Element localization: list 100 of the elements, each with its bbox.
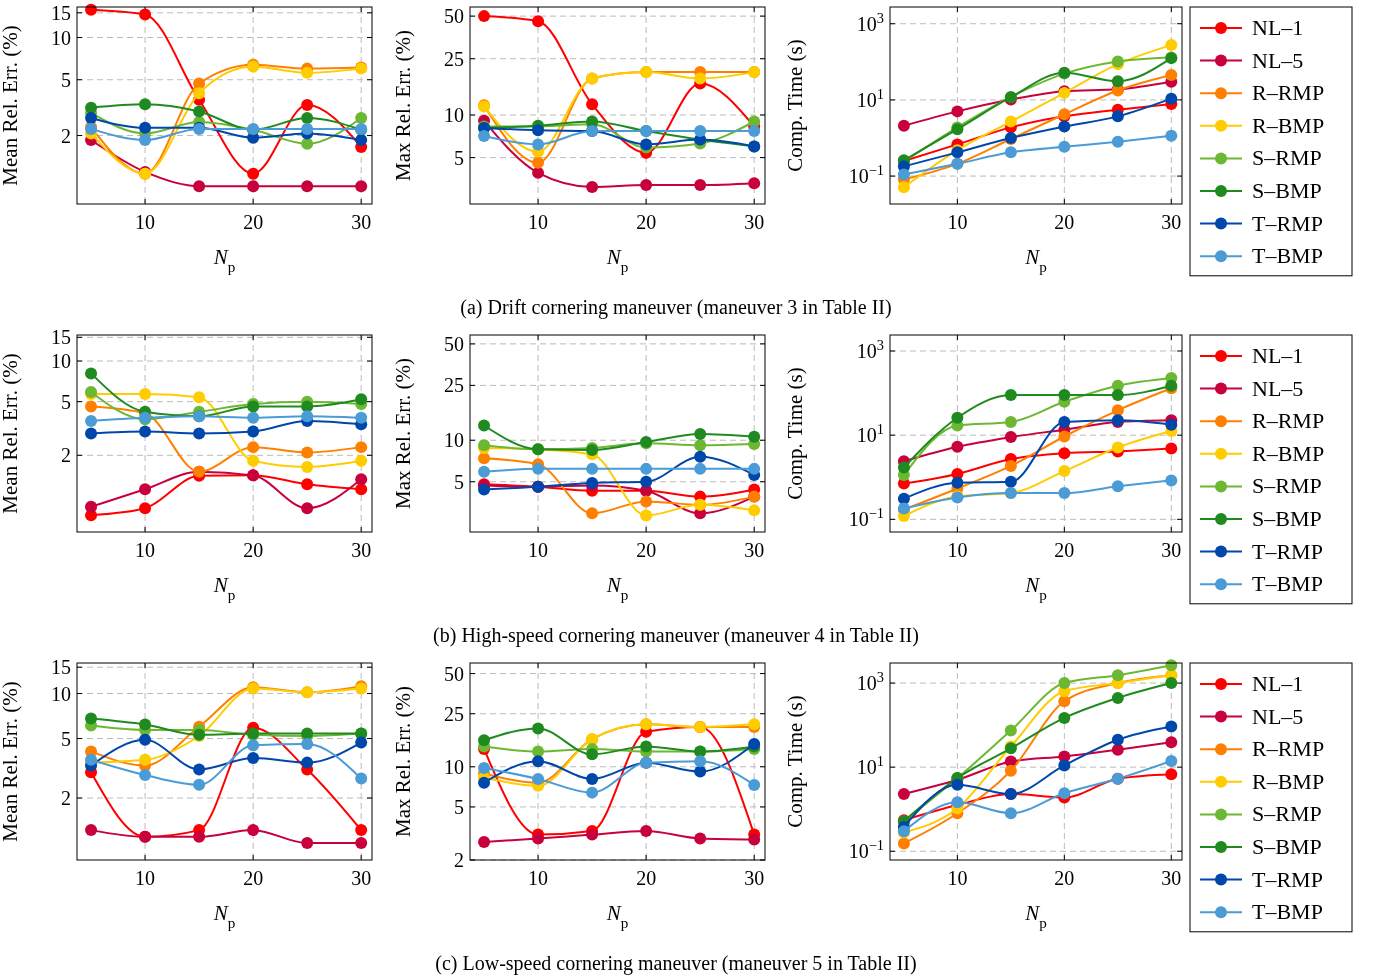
y-tick-label: 5 (61, 390, 71, 413)
x-axis-title: N$_{p}$ (1024, 901, 1047, 931)
y-tick-label: 5 (454, 470, 464, 493)
x-tick-label: 30 (351, 539, 372, 561)
x-tick-label: 10 (947, 867, 968, 889)
x-tick-label: 30 (1161, 539, 1182, 561)
y-axis-title: Mean Rel. Err. (%) (0, 353, 23, 514)
legend-label: R–RMP (1252, 408, 1325, 434)
legend-label: R–BMP (1252, 768, 1325, 794)
y-axis-title: Max Rel. Err. (%) (391, 29, 416, 182)
legend-label: S–BMP (1252, 834, 1322, 859)
y-tick-label: 5 (61, 68, 71, 91)
x-tick-label: 20 (1054, 539, 1075, 561)
legend-label: R–RMP (1252, 80, 1325, 106)
x-tick-label: 10 (528, 539, 549, 561)
y-tick-label: 10$^{−1}$ (848, 505, 884, 531)
x-tick-label: 20 (243, 867, 264, 889)
x-tick-label: 30 (1161, 211, 1182, 233)
y-tick-label: 50 (444, 662, 464, 685)
y-axis-title: Comp. Time (s) (782, 695, 807, 828)
y-tick-label: 25 (444, 47, 464, 70)
y-tick-label: 25 (444, 702, 464, 725)
legend-label: NL–1 (1252, 15, 1304, 40)
legend-label: NL–5 (1252, 375, 1304, 401)
x-tick-label: 30 (744, 867, 765, 889)
y-tick-label: 2 (61, 124, 71, 147)
x-tick-label: 20 (636, 867, 657, 889)
y-tick-label: 50 (444, 332, 464, 355)
legend-label: R–RMP (1252, 736, 1325, 762)
text: (c) Low-speed cornering maneuver (maneuver 5 in Table II) (435, 952, 917, 975)
x-axis-title: N$_{p}$ (605, 245, 629, 275)
y-axis-title: Comp. Time (s) (782, 39, 807, 172)
x-tick-label: 10 (947, 539, 968, 561)
y-tick-label: 2 (61, 444, 71, 467)
legend-label: NL–5 (1252, 47, 1304, 73)
y-tick-label: 2 (61, 787, 71, 810)
y-tick-label: 10 (51, 682, 71, 705)
y-tick-label: 10 (444, 429, 464, 452)
legend-label: S–RMP (1252, 145, 1322, 171)
y-tick-label: 10 (444, 755, 464, 778)
x-tick-label: 20 (243, 211, 264, 233)
x-tick-label: 10 (947, 211, 968, 233)
legend-label: S–RMP (1252, 473, 1322, 499)
y-tick-label: 10$^{1}$ (856, 421, 884, 447)
x-tick-label: 30 (351, 867, 372, 889)
x-tick-label: 20 (636, 211, 657, 233)
legend-label: S–RMP (1252, 801, 1322, 827)
y-tick-label: 5 (454, 146, 464, 169)
x-tick-label: 20 (636, 539, 657, 561)
y-tick-label: 10 (51, 26, 71, 49)
y-tick-label: 10$^{1}$ (856, 753, 884, 779)
x-tick-label: 20 (1054, 211, 1075, 233)
y-axis-title: Max Rel. Err. (%) (391, 685, 416, 838)
y-tick-label: 10 (51, 350, 71, 373)
x-tick-label: 10 (135, 211, 156, 233)
legend-label: R–BMP (1252, 440, 1325, 466)
x-tick-label: 10 (528, 867, 549, 889)
y-tick-label: 10 (444, 104, 464, 127)
legend-label: T–RMP (1252, 866, 1323, 892)
legend-label: T–BMP (1252, 899, 1323, 925)
y-axis-title: Mean Rel. Err. (%) (0, 25, 23, 186)
legend-label: T–RMP (1252, 210, 1323, 236)
legend-label: T–RMP (1252, 538, 1323, 564)
x-tick-label: 30 (1161, 867, 1182, 889)
y-tick-label: 10$^{−1}$ (848, 162, 884, 188)
y-tick-label: 50 (444, 5, 464, 28)
y-axis-title: Mean Rel. Err. (%) (0, 681, 23, 842)
x-tick-label: 10 (135, 539, 156, 561)
y-axis-title: Comp. Time (s) (782, 367, 807, 500)
x-axis-title: N$_{p}$ (212, 901, 236, 931)
y-tick-label: 5 (454, 795, 464, 818)
legend-label: NL–5 (1252, 703, 1304, 729)
x-axis-title: N$_{p}$ (212, 245, 236, 275)
y-tick-label: 25 (444, 374, 464, 397)
x-tick-label: 30 (351, 211, 372, 233)
y-tick-label: 15 (51, 326, 71, 349)
x-axis-title: N$_{p}$ (605, 573, 629, 603)
y-tick-label: 10$^{3}$ (856, 9, 884, 35)
y-tick-label: 5 (61, 727, 71, 750)
x-tick-label: 20 (1054, 867, 1075, 889)
x-axis-title: N$_{p}$ (1024, 573, 1047, 603)
y-tick-label: 15 (51, 656, 71, 679)
y-tick-label: 10$^{1}$ (856, 85, 884, 111)
legend-label: NL–1 (1252, 671, 1304, 696)
legend-label: NL–1 (1252, 343, 1304, 368)
legend-label: S–BMP (1252, 178, 1322, 203)
legend-label: R–BMP (1252, 112, 1325, 138)
legend-label: T–BMP (1252, 243, 1323, 269)
legend-label: T–BMP (1252, 571, 1323, 597)
x-axis-title: N$_{p}$ (1024, 245, 1047, 275)
x-axis-title: N$_{p}$ (605, 901, 629, 931)
x-tick-label: 20 (243, 539, 264, 561)
text: (b) High-speed cornering maneuver (maneuver 4 in Table II) (433, 624, 919, 647)
legend-label: S–BMP (1252, 506, 1322, 531)
y-tick-label: 10$^{−1}$ (848, 837, 884, 863)
x-tick-label: 30 (744, 211, 765, 233)
y-tick-label: 10$^{3}$ (856, 669, 884, 695)
y-axis-title: Max Rel. Err. (%) (391, 357, 416, 510)
x-tick-label: 10 (135, 867, 156, 889)
x-axis-title: N$_{p}$ (212, 573, 236, 603)
